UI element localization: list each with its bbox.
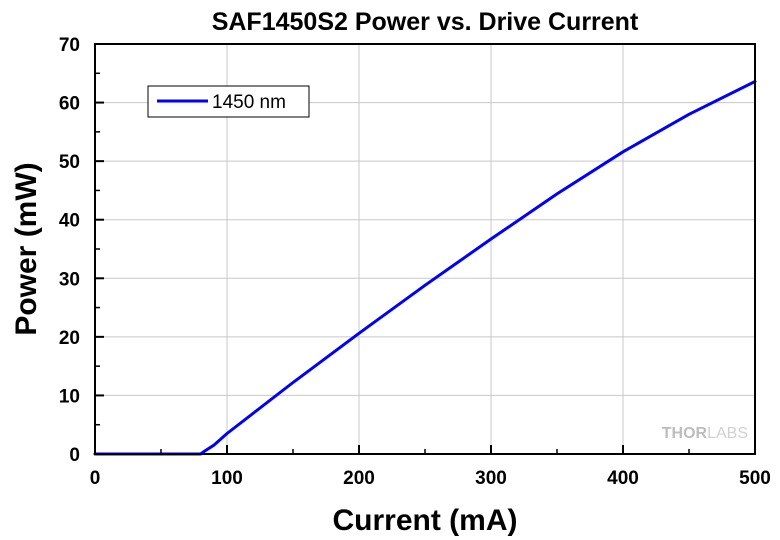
data-point	[423, 284, 427, 287]
series-line	[93, 80, 757, 456]
data-point	[225, 432, 229, 435]
y-tick-label: 60	[59, 94, 80, 115]
x-tick-label: 300	[475, 468, 507, 489]
data-point	[489, 237, 493, 241]
data-point	[212, 444, 215, 447]
data-point	[357, 332, 361, 335]
x-tick-label: 0	[90, 468, 101, 489]
data-point	[203, 449, 206, 453]
x-tick-label: 100	[211, 468, 243, 489]
data-point	[687, 113, 691, 116]
watermark-light: LABS	[707, 425, 748, 442]
data-point	[555, 192, 559, 196]
data-point	[621, 150, 625, 153]
chart-title: SAF1450S2 Power vs. Drive Current	[212, 8, 639, 36]
svg-text:THORLABS: THORLABS	[662, 425, 748, 442]
y-tick-label: 0	[69, 445, 80, 466]
legend: 1450 nm	[147, 85, 310, 118]
x-tick-label: 400	[607, 468, 639, 489]
x-tick-label: 200	[343, 468, 375, 489]
data-point	[291, 381, 295, 384]
y-tick-label: 40	[59, 211, 80, 232]
axis-ticks: 0 100 200 300 400 500 0 10 20 30 40 50 60 70	[59, 35, 771, 489]
y-tick-label: 30	[59, 269, 80, 290]
y-tick-label: 10	[59, 386, 80, 407]
thorlabs-watermark: THORLABS	[662, 425, 748, 442]
series-group	[93, 80, 757, 456]
y-tick-label: 20	[59, 328, 80, 349]
x-axis-title: Current (mA)	[333, 504, 518, 537]
y-tick-label: 50	[59, 152, 80, 173]
legend-label: 1450 nm	[212, 92, 286, 113]
y-tick-label: 70	[59, 35, 80, 56]
y-axis-title: Power (mW)	[10, 162, 43, 335]
grid-lines	[95, 44, 755, 454]
x-tick-label: 500	[739, 468, 771, 489]
watermark-bold: THOR	[662, 425, 708, 442]
